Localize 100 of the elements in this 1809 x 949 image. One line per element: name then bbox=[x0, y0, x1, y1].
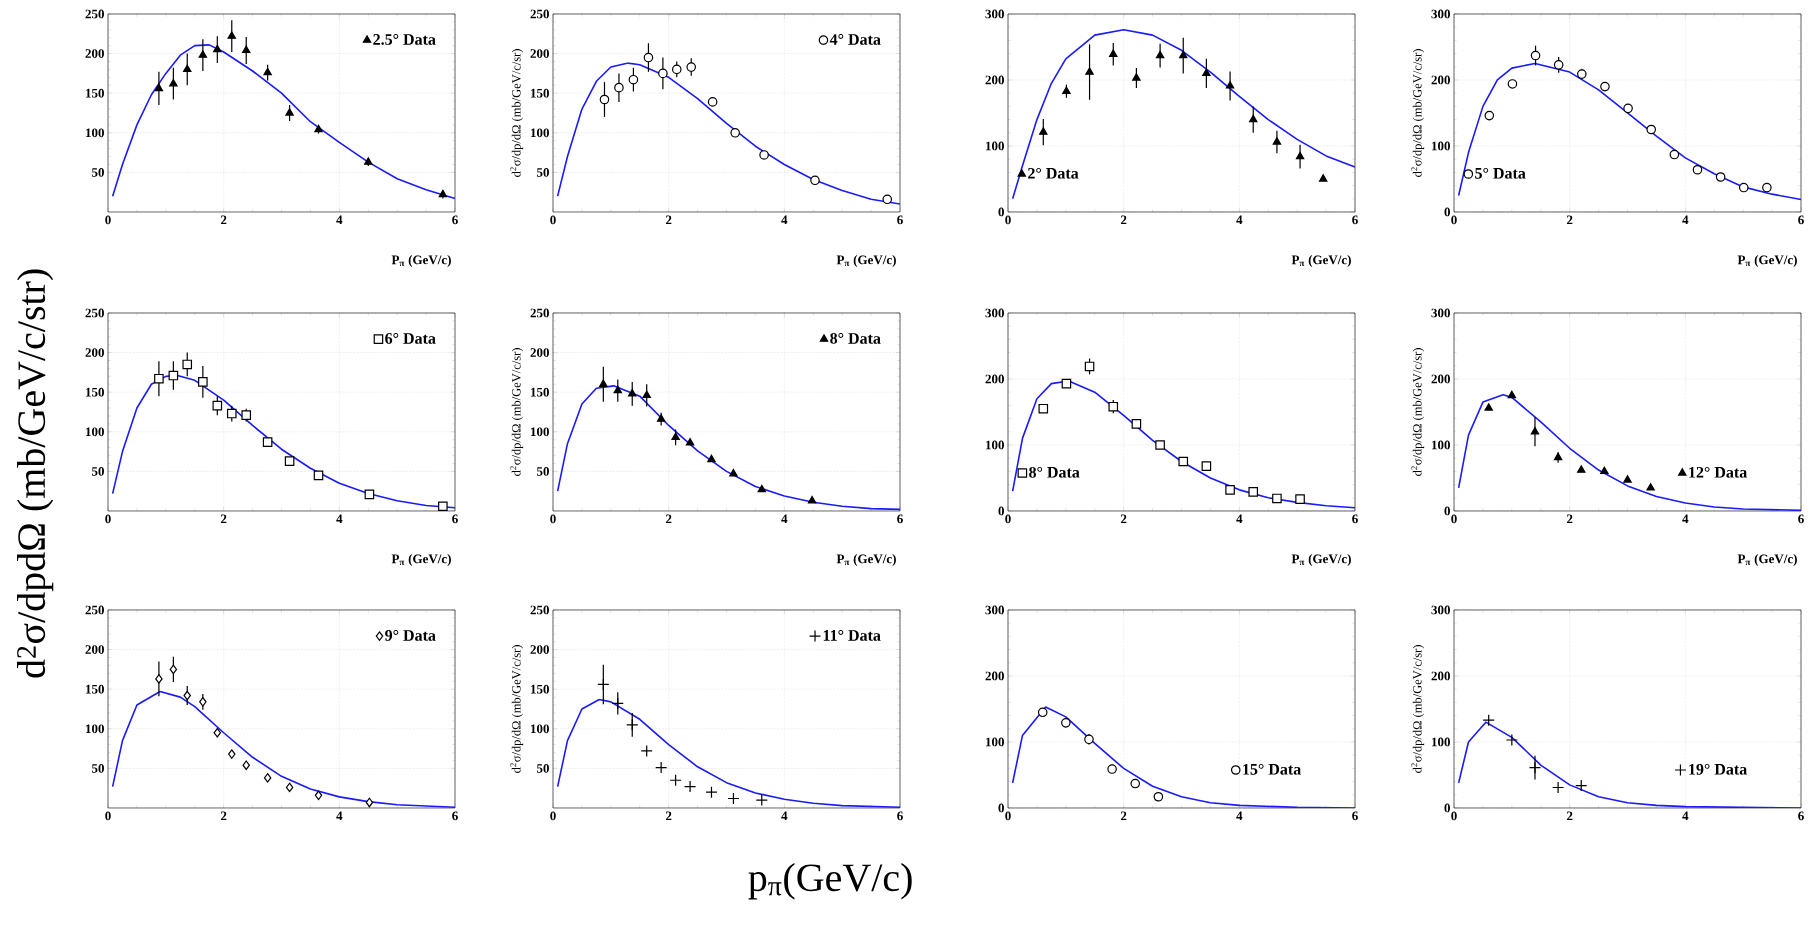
y-axis-title: d$^{2}$σ/dp/dΩ (mb/GeV/c/sr) bbox=[510, 645, 524, 773]
x-tick-label: 0 bbox=[105, 514, 111, 524]
y-tick-label: 100 bbox=[531, 427, 549, 437]
point bbox=[1577, 465, 1586, 473]
point bbox=[241, 45, 251, 54]
x-axis-title: P$_{π}$ (GeV/c) bbox=[836, 255, 896, 267]
x-axis-title: P$_{π}$ (GeV/c) bbox=[1737, 554, 1797, 566]
x-tick-label: 0 bbox=[1005, 215, 1011, 225]
x-tick-label: 0 bbox=[105, 215, 111, 225]
y-tick-label: 200 bbox=[85, 49, 104, 58]
y-tick-label: 200 bbox=[85, 645, 104, 654]
point bbox=[882, 194, 893, 205]
point bbox=[241, 410, 252, 420]
legend-label: 15° Data bbox=[1243, 763, 1301, 775]
point bbox=[263, 773, 272, 783]
point bbox=[669, 774, 682, 787]
y-axis-title: d$^{2}$σ/dp/dΩ (mb/GeV/c/sr) bbox=[510, 49, 524, 177]
point bbox=[438, 189, 448, 198]
point bbox=[1272, 493, 1282, 504]
point bbox=[1600, 81, 1610, 92]
x-tick-label: 4 bbox=[336, 811, 343, 821]
point bbox=[154, 83, 164, 92]
y-tick-label: 0 bbox=[1444, 207, 1450, 217]
legend-label: 12° Data bbox=[1689, 466, 1747, 478]
x-tick-label: 6 bbox=[1798, 514, 1804, 524]
point bbox=[757, 484, 767, 493]
point bbox=[1646, 483, 1655, 491]
point bbox=[707, 454, 716, 463]
x-tick-label: 2 bbox=[665, 811, 672, 821]
point bbox=[198, 50, 208, 58]
y-tick-label: 100 bbox=[1432, 737, 1450, 747]
point bbox=[1061, 718, 1071, 728]
point bbox=[1577, 69, 1587, 79]
y-tick-label: 100 bbox=[86, 128, 104, 138]
y-tick-label: 100 bbox=[86, 724, 104, 734]
point bbox=[686, 62, 697, 72]
point bbox=[365, 797, 374, 808]
point bbox=[199, 697, 207, 707]
y-tick-label: 50 bbox=[537, 168, 549, 177]
y-tick-label: 150 bbox=[531, 387, 549, 397]
point bbox=[1484, 403, 1493, 411]
point bbox=[213, 44, 222, 53]
point bbox=[683, 780, 697, 793]
x-axis-title: P$_{π}$ (GeV/c) bbox=[1291, 554, 1351, 566]
point bbox=[1738, 182, 1749, 193]
y-tick-label: 50 bbox=[91, 467, 104, 476]
y-axis-title: d$^{2}$σ/dp/dΩ (mb/GeV/c/sr) bbox=[510, 348, 524, 476]
point bbox=[1155, 440, 1165, 450]
x-tick-label: 4 bbox=[1682, 811, 1689, 821]
line-series bbox=[1011, 706, 1356, 808]
x-tick-label: 2 bbox=[1120, 514, 1127, 524]
x-tick-label: 6 bbox=[1352, 215, 1358, 225]
point bbox=[658, 68, 668, 79]
x-tick-label: 4 bbox=[336, 514, 343, 524]
x-tick-label: 2 bbox=[1566, 811, 1573, 821]
x-tick-label: 4 bbox=[1236, 215, 1243, 225]
point bbox=[1553, 452, 1563, 461]
x-tick-label: 6 bbox=[1352, 514, 1358, 524]
y-tick-label: 50 bbox=[92, 168, 104, 177]
point bbox=[727, 792, 740, 805]
point bbox=[1084, 734, 1094, 745]
point bbox=[213, 727, 222, 738]
y-tick-label: 50 bbox=[537, 764, 549, 773]
point bbox=[1178, 456, 1189, 467]
point bbox=[707, 97, 718, 107]
y-tick-label: 50 bbox=[537, 467, 549, 476]
line-series bbox=[1457, 62, 1802, 201]
x-tick-label: 6 bbox=[897, 514, 903, 524]
y-tick-label: 300 bbox=[985, 9, 1004, 19]
point bbox=[1085, 67, 1094, 75]
y-tick-label: 50 bbox=[92, 764, 104, 773]
x-axis-title: P$_{π}$ (GeV/c) bbox=[391, 255, 451, 267]
point bbox=[1623, 103, 1633, 114]
point bbox=[1225, 485, 1235, 495]
x-tick-label: 0 bbox=[550, 215, 556, 225]
legend-label: 6° Data bbox=[385, 333, 436, 344]
point bbox=[1553, 60, 1564, 70]
point bbox=[438, 501, 448, 512]
legend-label: 4° Data bbox=[829, 34, 881, 45]
y-tick-label: 0 bbox=[1444, 803, 1450, 813]
line-series bbox=[1011, 380, 1356, 509]
x-tick-label: 0 bbox=[1005, 811, 1011, 821]
y-tick-label: 300 bbox=[1431, 605, 1450, 615]
point bbox=[1038, 403, 1049, 414]
point bbox=[183, 690, 191, 701]
y-tick-label: 150 bbox=[531, 684, 549, 694]
legend-label: 5° Data bbox=[1475, 167, 1526, 179]
x-tick-label: 4 bbox=[781, 215, 788, 225]
x-axis-title: p$_{π}$(GeV/c) bbox=[748, 863, 912, 900]
y-tick-label: 250 bbox=[530, 9, 549, 19]
point bbox=[1130, 778, 1141, 789]
point bbox=[810, 175, 820, 186]
point bbox=[1201, 461, 1212, 471]
point bbox=[1646, 124, 1657, 135]
y-tick-label: 100 bbox=[86, 427, 104, 437]
x-tick-label: 4 bbox=[336, 215, 343, 225]
point bbox=[614, 82, 624, 93]
y-tick-label: 150 bbox=[86, 684, 104, 694]
x-tick-label: 2 bbox=[665, 215, 672, 225]
y-tick-label: 250 bbox=[530, 605, 549, 615]
